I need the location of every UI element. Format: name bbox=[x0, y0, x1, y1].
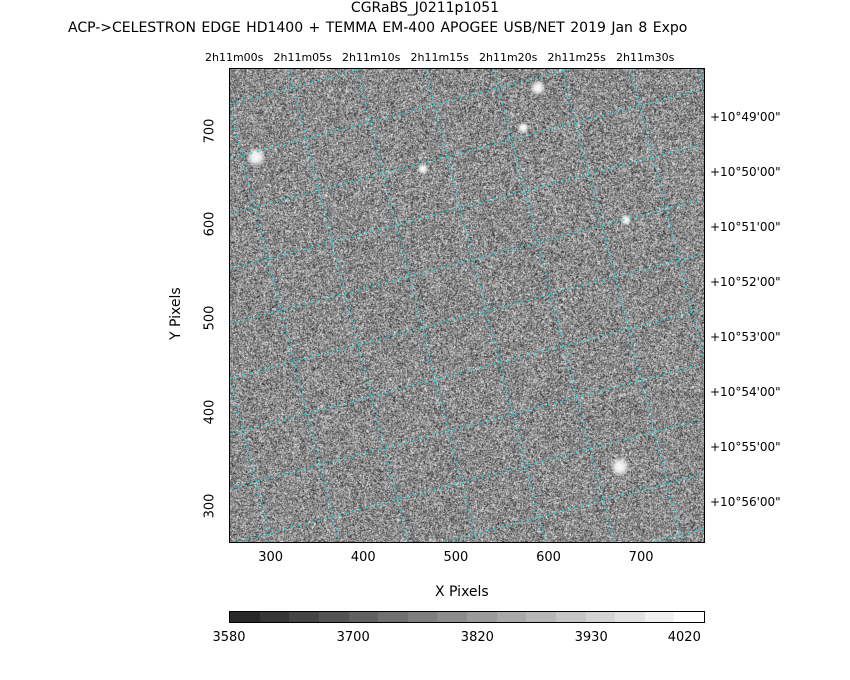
colorbar-label: 3580 bbox=[212, 630, 246, 645]
ra-tick-label: 2h11m05s bbox=[273, 51, 332, 64]
grid-line bbox=[630, 69, 704, 357]
grid-line bbox=[654, 528, 704, 542]
grid-line bbox=[493, 69, 615, 542]
coordinate-grid bbox=[230, 69, 704, 542]
dec-tick-label: +10°56'00" bbox=[710, 495, 781, 509]
grid-line bbox=[230, 143, 704, 270]
x-tick-label: 400 bbox=[350, 550, 376, 565]
colorbar-segment bbox=[259, 612, 290, 622]
ra-tick-label: 2h11m20s bbox=[479, 51, 538, 64]
grid-line bbox=[237, 418, 704, 542]
dec-tick-label: +10°51'00" bbox=[710, 220, 781, 234]
sky-image bbox=[229, 68, 705, 543]
colorbar-label: 3930 bbox=[574, 630, 608, 645]
y-axis-label: Y Pixels bbox=[168, 287, 184, 340]
colorbar-segment bbox=[230, 612, 260, 622]
ra-tick-label: 2h11m30s bbox=[616, 51, 675, 64]
ra-tick-label: 2h11m00s bbox=[205, 51, 264, 64]
image-pixels bbox=[230, 69, 704, 542]
x-tick-label: 600 bbox=[536, 550, 561, 565]
colorbar-segment bbox=[555, 612, 586, 622]
ra-tick-label: 2h11m15s bbox=[410, 51, 469, 64]
x-tick-label: 300 bbox=[258, 550, 284, 565]
grid-line bbox=[424, 69, 547, 542]
dec-tick-label: +10°52'00" bbox=[710, 275, 781, 289]
colorbar-segment bbox=[585, 612, 616, 622]
grid-line bbox=[561, 69, 684, 542]
colorbar-segment bbox=[407, 612, 438, 622]
y-tick-label: 300 bbox=[202, 493, 218, 518]
grid-line bbox=[230, 378, 273, 542]
grid-line bbox=[230, 253, 704, 380]
x-tick-label: 500 bbox=[443, 550, 469, 565]
grid-line bbox=[230, 69, 572, 160]
grid-line bbox=[445, 473, 704, 542]
colorbar-segment bbox=[615, 612, 645, 622]
y-tick-label: 400 bbox=[202, 399, 218, 425]
colorbar-segment bbox=[526, 612, 556, 622]
grid-line bbox=[230, 108, 341, 542]
colorbar-label: 3820 bbox=[460, 630, 494, 645]
colorbar-segment bbox=[496, 612, 527, 622]
colorbar-segment bbox=[674, 612, 704, 622]
grid-line bbox=[698, 69, 704, 87]
colorbar-segment bbox=[378, 612, 408, 622]
ra-tick-label: 2h11m25s bbox=[547, 51, 606, 64]
grid-line bbox=[287, 69, 410, 542]
y-tick-label: 500 bbox=[202, 305, 218, 331]
colorbar-segment bbox=[318, 612, 349, 622]
dec-tick-label: +10°54'00" bbox=[710, 385, 781, 399]
colorbar-segment bbox=[437, 612, 467, 622]
colorbar-segment bbox=[467, 612, 497, 622]
ra-tick-label: 2h11m10s bbox=[342, 51, 401, 64]
grid-line bbox=[230, 308, 704, 435]
grid-line bbox=[230, 363, 704, 490]
y-tick-label: 600 bbox=[202, 212, 218, 237]
grid-line bbox=[230, 198, 704, 325]
grid-line bbox=[230, 88, 704, 215]
dec-tick-label: +10°50'00" bbox=[710, 165, 781, 179]
colorbar-segment bbox=[644, 612, 675, 622]
x-tick-label: 700 bbox=[628, 550, 654, 565]
y-tick-label: 700 bbox=[202, 118, 218, 144]
dec-tick-label: +10°53'00" bbox=[710, 330, 781, 344]
dec-tick-label: +10°55'00" bbox=[710, 440, 781, 454]
chart-subtitle: ACP->CELESTRON EDGE HD1400 + TEMMA EM-40… bbox=[68, 20, 688, 36]
dec-tick-label: +10°49'00" bbox=[710, 110, 781, 124]
x-axis-label: X Pixels bbox=[435, 584, 489, 600]
colorbar-label: 3700 bbox=[336, 630, 370, 645]
grid-line bbox=[356, 69, 478, 542]
chart-title: CGRaBS_J0211p1051 bbox=[350, 0, 500, 16]
colorbar-label: 4020 bbox=[667, 630, 701, 645]
colorbar bbox=[229, 611, 705, 623]
grid-line bbox=[230, 69, 363, 105]
colorbar-segment bbox=[289, 612, 319, 622]
colorbar-segment bbox=[348, 612, 379, 622]
